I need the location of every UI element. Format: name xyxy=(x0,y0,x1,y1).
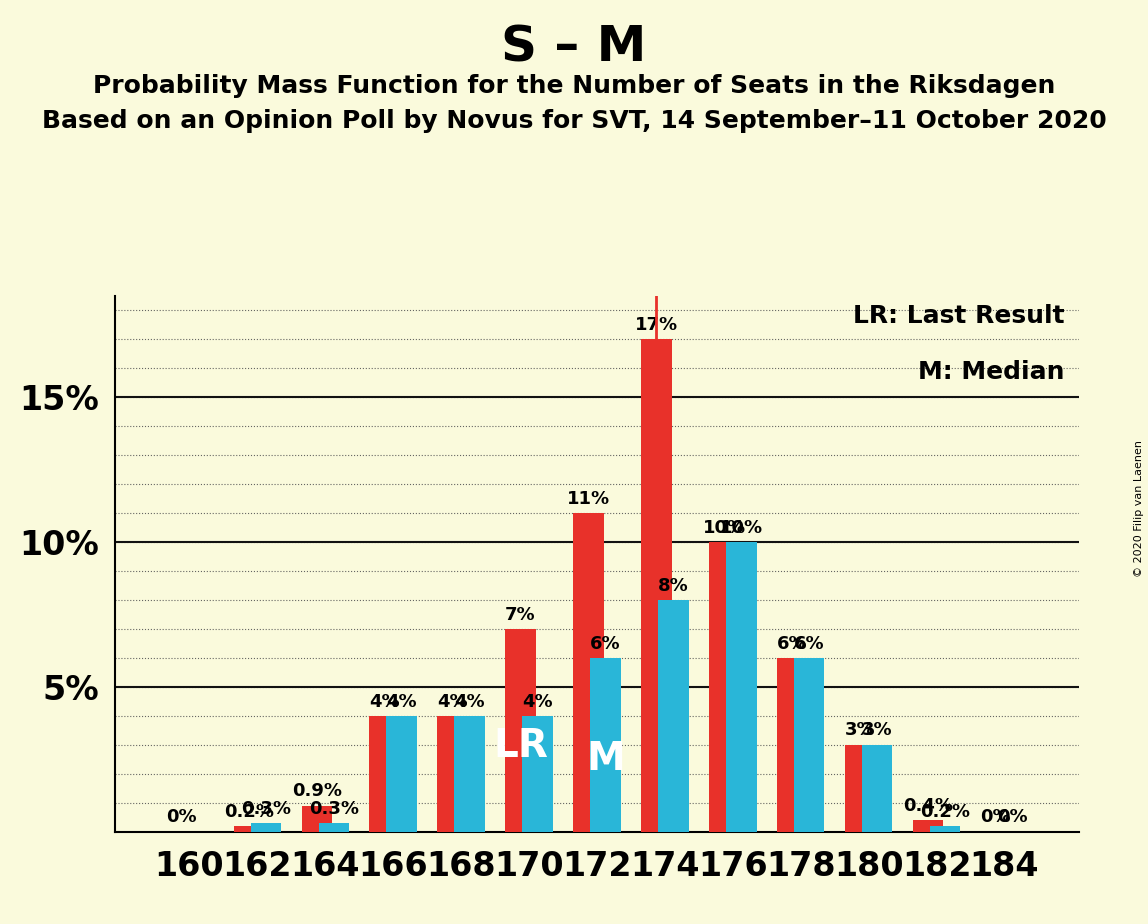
Text: 6%: 6% xyxy=(590,635,621,652)
Bar xyxy=(573,513,604,832)
Text: 4%: 4% xyxy=(370,692,400,711)
Bar xyxy=(658,600,689,832)
Text: 0.2%: 0.2% xyxy=(920,803,970,821)
Text: Based on an Opinion Poll by Novus for SVT, 14 September–11 October 2020: Based on an Opinion Poll by Novus for SV… xyxy=(41,109,1107,133)
Text: 4%: 4% xyxy=(455,692,484,711)
Bar xyxy=(234,826,264,832)
Bar xyxy=(845,745,876,832)
Text: 4%: 4% xyxy=(387,692,417,711)
Text: 0.3%: 0.3% xyxy=(241,799,290,818)
Text: 6%: 6% xyxy=(794,635,824,652)
Text: 7%: 7% xyxy=(505,605,536,624)
Bar xyxy=(794,658,824,832)
Text: 10%: 10% xyxy=(720,518,762,537)
Bar xyxy=(913,820,944,832)
Bar xyxy=(250,823,281,832)
Text: 0%: 0% xyxy=(998,808,1029,826)
Text: © 2020 Filip van Laenen: © 2020 Filip van Laenen xyxy=(1134,440,1143,577)
Text: 8%: 8% xyxy=(658,577,689,595)
Bar xyxy=(455,716,484,832)
Text: 4%: 4% xyxy=(522,692,553,711)
Text: 0%: 0% xyxy=(165,808,196,826)
Bar xyxy=(930,826,960,832)
Text: 0%: 0% xyxy=(980,808,1011,826)
Text: S – M: S – M xyxy=(502,23,646,71)
Bar xyxy=(777,658,807,832)
Text: M: M xyxy=(587,739,625,778)
Text: M: Median: M: Median xyxy=(918,360,1064,384)
Text: 6%: 6% xyxy=(777,635,807,652)
Text: 0.9%: 0.9% xyxy=(292,783,342,800)
Bar xyxy=(590,658,621,832)
Text: 4%: 4% xyxy=(437,692,468,711)
Bar xyxy=(437,716,468,832)
Text: 11%: 11% xyxy=(567,490,610,507)
Bar xyxy=(709,541,739,832)
Bar xyxy=(302,806,332,832)
Bar xyxy=(726,541,757,832)
Bar xyxy=(318,823,349,832)
Bar xyxy=(370,716,400,832)
Bar xyxy=(387,716,417,832)
Bar xyxy=(522,716,553,832)
Bar xyxy=(641,339,672,832)
Text: LR: Last Result: LR: Last Result xyxy=(853,304,1064,328)
Text: 17%: 17% xyxy=(635,316,678,334)
Bar xyxy=(505,629,536,832)
Bar xyxy=(862,745,892,832)
Text: 0.3%: 0.3% xyxy=(309,799,359,818)
Text: 0.4%: 0.4% xyxy=(903,796,953,815)
Text: Probability Mass Function for the Number of Seats in the Riksdagen: Probability Mass Function for the Number… xyxy=(93,74,1055,98)
Text: LR: LR xyxy=(494,727,548,765)
Text: 0.2%: 0.2% xyxy=(224,803,274,821)
Text: 10%: 10% xyxy=(703,518,746,537)
Text: 3%: 3% xyxy=(862,722,892,739)
Text: 3%: 3% xyxy=(845,722,876,739)
